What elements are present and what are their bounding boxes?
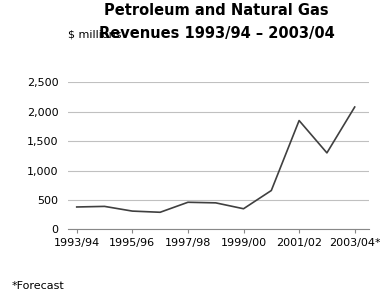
Text: *Forecast: *Forecast: [11, 281, 64, 291]
Text: Revenues 1993/94 – 2003/04: Revenues 1993/94 – 2003/04: [99, 26, 334, 41]
Text: $ millions: $ millions: [68, 29, 122, 39]
Text: Petroleum and Natural Gas: Petroleum and Natural Gas: [104, 3, 329, 18]
